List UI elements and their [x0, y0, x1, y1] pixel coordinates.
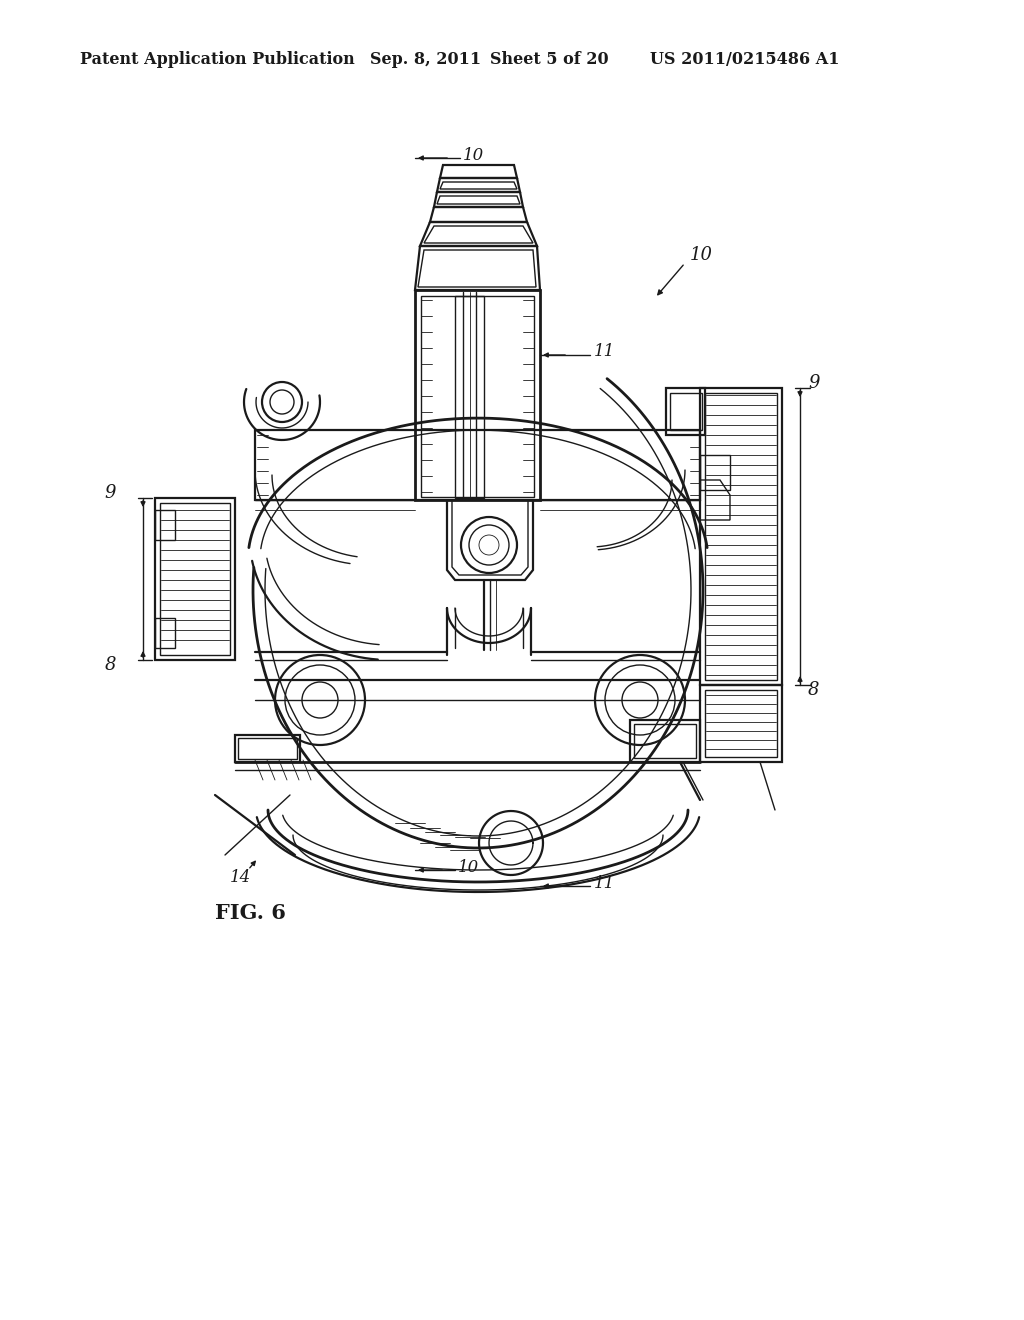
Text: 9: 9: [104, 484, 116, 502]
Text: 8: 8: [808, 681, 819, 700]
Text: Sep. 8, 2011: Sep. 8, 2011: [370, 51, 481, 69]
Text: Sheet 5 of 20: Sheet 5 of 20: [490, 51, 608, 69]
Text: 9: 9: [808, 374, 819, 392]
Text: Patent Application Publication: Patent Application Publication: [80, 51, 354, 69]
Text: 14: 14: [230, 870, 251, 887]
Text: 10: 10: [690, 246, 713, 264]
Text: 10: 10: [458, 858, 479, 875]
Text: 11: 11: [594, 343, 615, 360]
Text: 8: 8: [104, 656, 116, 675]
Text: FIG. 6: FIG. 6: [215, 903, 286, 923]
Text: 10: 10: [463, 147, 484, 164]
Text: US 2011/0215486 A1: US 2011/0215486 A1: [650, 51, 840, 69]
Text: 11: 11: [594, 874, 615, 891]
